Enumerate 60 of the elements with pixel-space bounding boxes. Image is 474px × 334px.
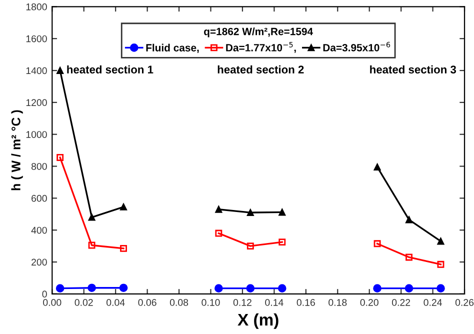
legend-label: Da=1.77x10$^{−5}$, bbox=[226, 42, 296, 53]
y-tick-label: 1200 bbox=[26, 99, 47, 106]
point bbox=[214, 284, 223, 292]
y-tick-label: 200 bbox=[32, 258, 47, 266]
point bbox=[278, 208, 286, 216]
x-tick-label: 0.14 bbox=[265, 299, 284, 306]
y-tick-label: 400 bbox=[31, 226, 47, 234]
x-axis-title: X (m) bbox=[238, 313, 278, 329]
x-tick-label: 0.00 bbox=[43, 299, 62, 306]
x-tick-label: 0.22 bbox=[392, 299, 410, 306]
point bbox=[56, 67, 64, 74]
point bbox=[404, 284, 414, 292]
point bbox=[120, 244, 127, 252]
y-tick-label: 1600 bbox=[26, 35, 47, 42]
x-tick-label: 0.18 bbox=[328, 299, 347, 306]
legend-title: q=1862 W/m²,Re=1594 bbox=[204, 28, 313, 38]
y-tick-label: 0 bbox=[42, 290, 47, 298]
y-tick-label: 1000 bbox=[26, 131, 47, 138]
point bbox=[278, 284, 286, 292]
x-tick-label: 0.10 bbox=[202, 299, 220, 306]
x-tick-label: 0.08 bbox=[170, 299, 188, 306]
point bbox=[88, 214, 96, 221]
annotation: heated section 2 bbox=[218, 65, 304, 74]
legend-label: Da=3.95x10$^{−6}$ bbox=[323, 42, 390, 52]
x-tick-label: 0.02 bbox=[74, 299, 93, 306]
point bbox=[278, 238, 286, 246]
x-tick-label: 0.24 bbox=[424, 299, 442, 306]
point bbox=[215, 206, 222, 213]
y-axis-title: h ( W / m² °C ) bbox=[11, 110, 23, 190]
point bbox=[215, 230, 222, 237]
y-tick-label: 1400 bbox=[26, 67, 47, 74]
y-tick-label: 600 bbox=[32, 194, 47, 202]
point bbox=[374, 164, 381, 171]
x-tick-label: 0.16 bbox=[296, 299, 315, 306]
point bbox=[374, 240, 381, 248]
point bbox=[406, 216, 412, 224]
x-tick-label: 0.12 bbox=[233, 299, 252, 306]
point bbox=[56, 154, 64, 161]
point bbox=[246, 284, 255, 292]
point bbox=[406, 254, 412, 261]
legend-label: Fluid case, bbox=[146, 44, 199, 53]
point bbox=[437, 238, 444, 245]
point bbox=[246, 209, 254, 216]
x-tick-label: 0.20 bbox=[360, 299, 378, 306]
point bbox=[88, 242, 96, 249]
point bbox=[88, 284, 96, 292]
point bbox=[437, 260, 444, 268]
point bbox=[246, 242, 254, 250]
annotation: heated section 3 bbox=[370, 65, 456, 74]
annotation: heated section 1 bbox=[67, 65, 154, 74]
y-tick-label: 1800 bbox=[26, 3, 47, 10]
x-tick-label: 0.04 bbox=[106, 299, 125, 306]
point bbox=[436, 284, 445, 292]
point bbox=[120, 203, 127, 210]
x-tick-label: 0.26 bbox=[455, 299, 474, 306]
x-tick-label: 0.06 bbox=[138, 299, 156, 306]
point bbox=[119, 284, 128, 292]
point bbox=[56, 284, 64, 292]
y-tick-label: 800 bbox=[31, 162, 47, 170]
point bbox=[373, 284, 382, 292]
